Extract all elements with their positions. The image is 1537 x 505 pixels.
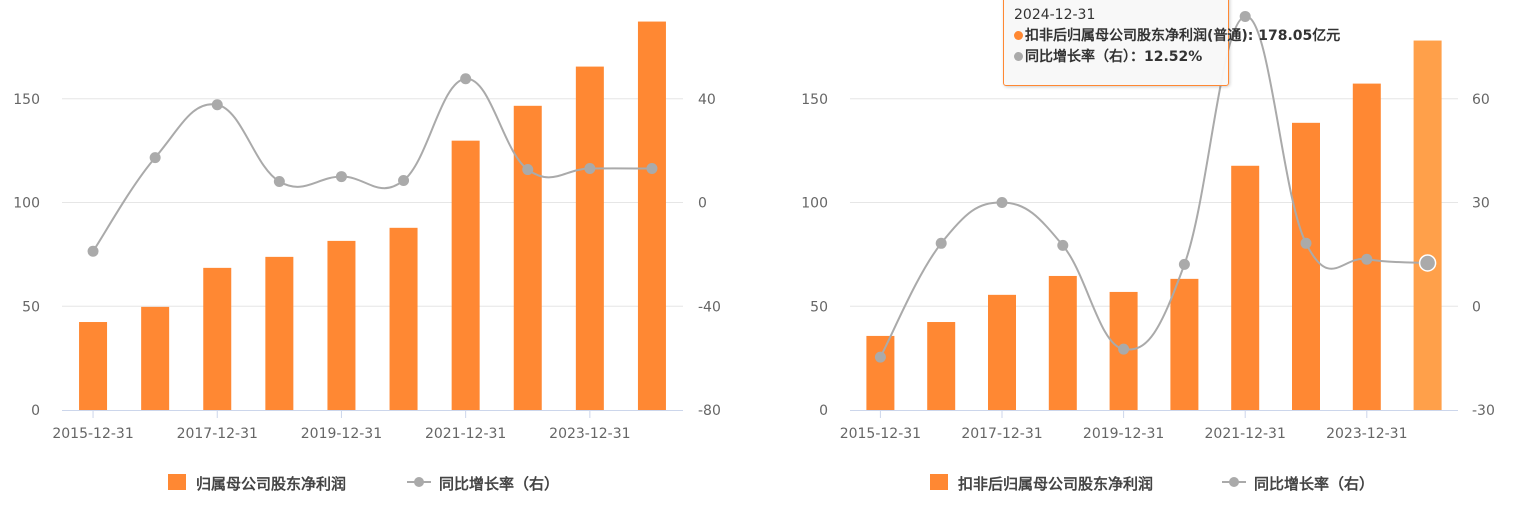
tooltip-title: 2024-12-31 [1014, 7, 1096, 23]
line-point [87, 245, 99, 257]
x-axis-tick-label: 2015-12-31 [840, 426, 921, 442]
chart-2: 0 50 100 150 200 -30 0 30 60 90 2015-12-31 2017-12-… [801, 0, 1495, 493]
right-axis-tick-label: 80 [698, 0, 716, 4]
legend-line-marker [1229, 477, 1239, 487]
legend-bar-label: 扣非后归属母公司股东净利润 [958, 475, 1153, 493]
tooltip: 2024-12-31 扣非后归属母公司股东净利润(普通): 178.05亿元 同… [1003, 0, 1340, 86]
line-point [1057, 239, 1069, 251]
line-point [646, 163, 658, 175]
bar [575, 66, 604, 411]
x-axis-tick-label: 2021-12-31 [1205, 426, 1286, 442]
right-axis-tick-label: 0 [1472, 299, 1481, 315]
right-axis-tick-label: -30 [1472, 403, 1495, 419]
bar [1413, 40, 1442, 410]
left-axis-tick-label: 150 [801, 92, 828, 108]
left-axis-tick-label: 150 [13, 92, 40, 108]
bar [141, 306, 170, 410]
chart-1: 0 50 100 150 200 -80 -40 0 40 80 2015-12-31 2017-12… [13, 0, 721, 493]
line-point-hover [1418, 254, 1437, 272]
line-point [273, 175, 285, 187]
right-axis-tick-label: -80 [698, 403, 721, 419]
left-axis-tick-label: 100 [13, 196, 40, 212]
legend-line-label: 同比增长率（右） [439, 475, 559, 493]
left-axis-tick-label: 200 [13, 0, 40, 4]
left-axis-tick-label: 0 [31, 403, 40, 419]
legend-line-label: 同比增长率（右） [1254, 475, 1374, 493]
right-axis-tick-label: 90 [1472, 0, 1490, 4]
bar [866, 335, 895, 410]
line-point [211, 99, 223, 111]
bar [203, 267, 232, 410]
bar [1292, 122, 1320, 410]
line-point [1118, 343, 1130, 355]
right-axis-tick-label: 40 [698, 92, 716, 108]
legend-line-marker [414, 477, 424, 487]
line-point [1178, 258, 1190, 270]
x-axis-tick-label: 2021-12-31 [425, 426, 506, 442]
x-axis-tick-label: 2015-12-31 [52, 426, 133, 442]
line-point [460, 73, 472, 85]
bar-series-dot-icon [1014, 31, 1023, 40]
left-axis-tick-label: 50 [22, 299, 40, 315]
legend-bar-label: 归属母公司股东净利润 [196, 475, 346, 493]
right-axis-tick-label: 0 [698, 196, 707, 212]
bar [1048, 275, 1077, 410]
x-axis-tick-label: 2023-12-31 [1326, 426, 1407, 442]
left-axis-tick-label: 0 [819, 403, 828, 419]
bar [513, 105, 542, 411]
x-axis-tick-label: 2019-12-31 [301, 426, 382, 442]
legend-bar-swatch [930, 474, 948, 490]
bar [1231, 165, 1260, 410]
x-axis-tick-label: 2017-12-31 [177, 426, 258, 442]
bar [389, 227, 418, 410]
line-point [935, 237, 947, 249]
line-point [996, 197, 1008, 208]
x-axis-tick-label: 2019-12-31 [1083, 426, 1164, 442]
tooltip-bar-value: 扣非后归属母公司股东净利润(普通): 178.05亿元 [1025, 28, 1341, 44]
left-axis-tick-label: 50 [810, 299, 828, 315]
bar [327, 240, 356, 410]
bar [265, 256, 294, 410]
tooltip-line-value: 同比增长率（右）：12.52% [1025, 49, 1203, 65]
line-point [874, 351, 886, 363]
line-point [1300, 237, 1312, 249]
line-point [584, 163, 596, 175]
bar [927, 322, 956, 410]
growth-rate-line [92, 77, 652, 252]
line-point [1361, 253, 1373, 265]
right-axis-tick-label: 60 [1472, 92, 1490, 108]
line-series-dot-icon [1014, 52, 1023, 61]
x-axis-tick-label: 2017-12-31 [961, 426, 1042, 442]
right-axis-tick-label: 30 [1472, 196, 1490, 212]
bar [1170, 278, 1199, 410]
line-point [149, 152, 161, 164]
line-point [522, 164, 534, 176]
line-point [398, 174, 410, 186]
right-axis-tick-label: -40 [698, 299, 721, 315]
bar [988, 294, 1016, 410]
left-axis-tick-label: 100 [801, 196, 828, 212]
line-point [335, 171, 347, 183]
bar [79, 322, 108, 410]
bar [451, 140, 480, 411]
bar [637, 21, 666, 411]
legend-bar-swatch [168, 474, 186, 490]
bar [1352, 83, 1381, 410]
left-axis-tick-label: 200 [801, 0, 828, 4]
line-point [1239, 10, 1251, 22]
x-axis-tick-label: 2023-12-31 [549, 426, 630, 442]
